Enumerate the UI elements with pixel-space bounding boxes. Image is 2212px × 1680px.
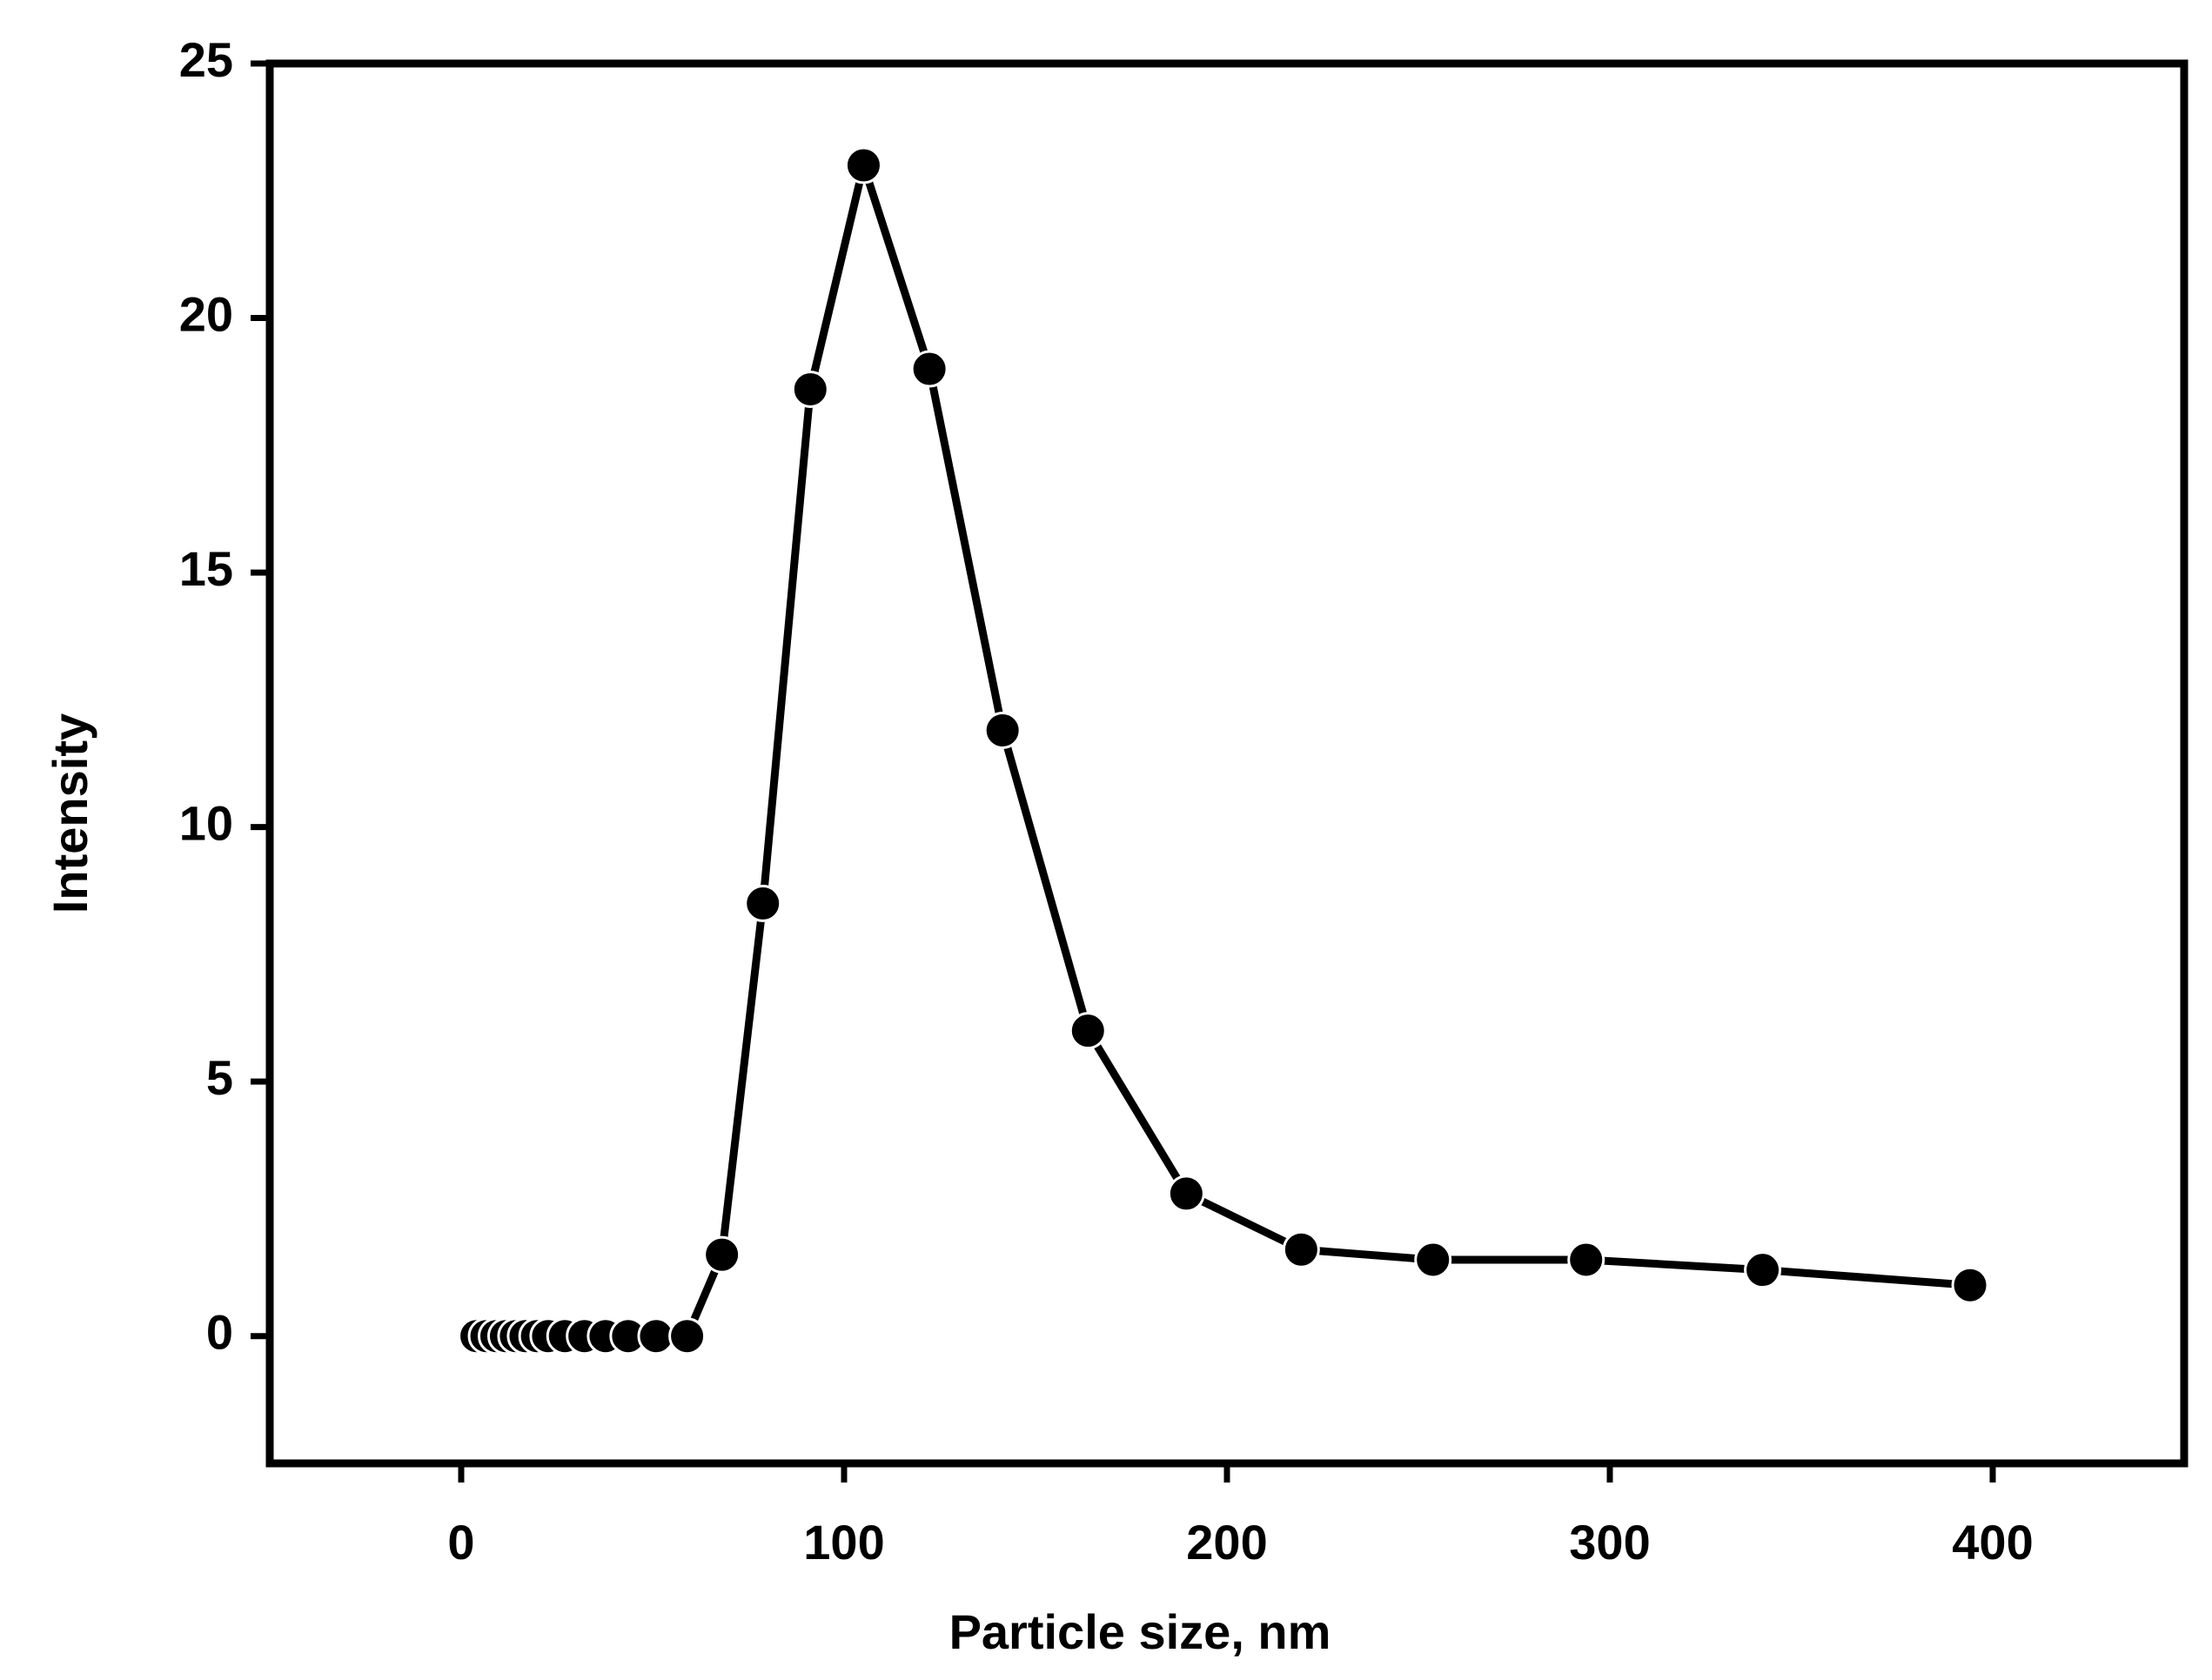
data-point — [703, 1235, 741, 1274]
y-tick-label: 15 — [179, 541, 233, 596]
y-tick-label: 25 — [179, 32, 233, 87]
data-point — [1414, 1241, 1452, 1279]
x-tick-label: 300 — [1569, 1515, 1650, 1570]
data-point — [1069, 1012, 1107, 1050]
plot-frame — [265, 59, 2189, 1468]
data-point — [1167, 1175, 1205, 1213]
y-tick-label: 10 — [179, 795, 233, 850]
data-point — [791, 370, 829, 408]
x-tick-label: 100 — [803, 1515, 884, 1570]
data-point — [1951, 1266, 1989, 1304]
x-tick-label: 0 — [447, 1515, 474, 1570]
data-point — [744, 884, 782, 922]
data-point — [1282, 1230, 1320, 1268]
x-tick-label: 400 — [1952, 1515, 2033, 1570]
data-point — [668, 1317, 707, 1355]
data-point — [637, 1317, 675, 1355]
y-tick-label: 20 — [179, 286, 233, 341]
y-tick-label: 5 — [206, 1050, 233, 1105]
x-tick-label: 200 — [1186, 1515, 1267, 1570]
data-point — [983, 711, 1022, 749]
data-point — [844, 146, 882, 184]
data-line — [476, 161, 1971, 1341]
x-axis-label: Particle size, nm — [949, 1604, 1331, 1659]
data-point — [910, 350, 948, 388]
y-tick-label: 0 — [206, 1305, 233, 1360]
data-point — [1744, 1251, 1782, 1289]
y-axis-label: Intensity — [43, 713, 97, 914]
data-point — [1567, 1241, 1605, 1279]
